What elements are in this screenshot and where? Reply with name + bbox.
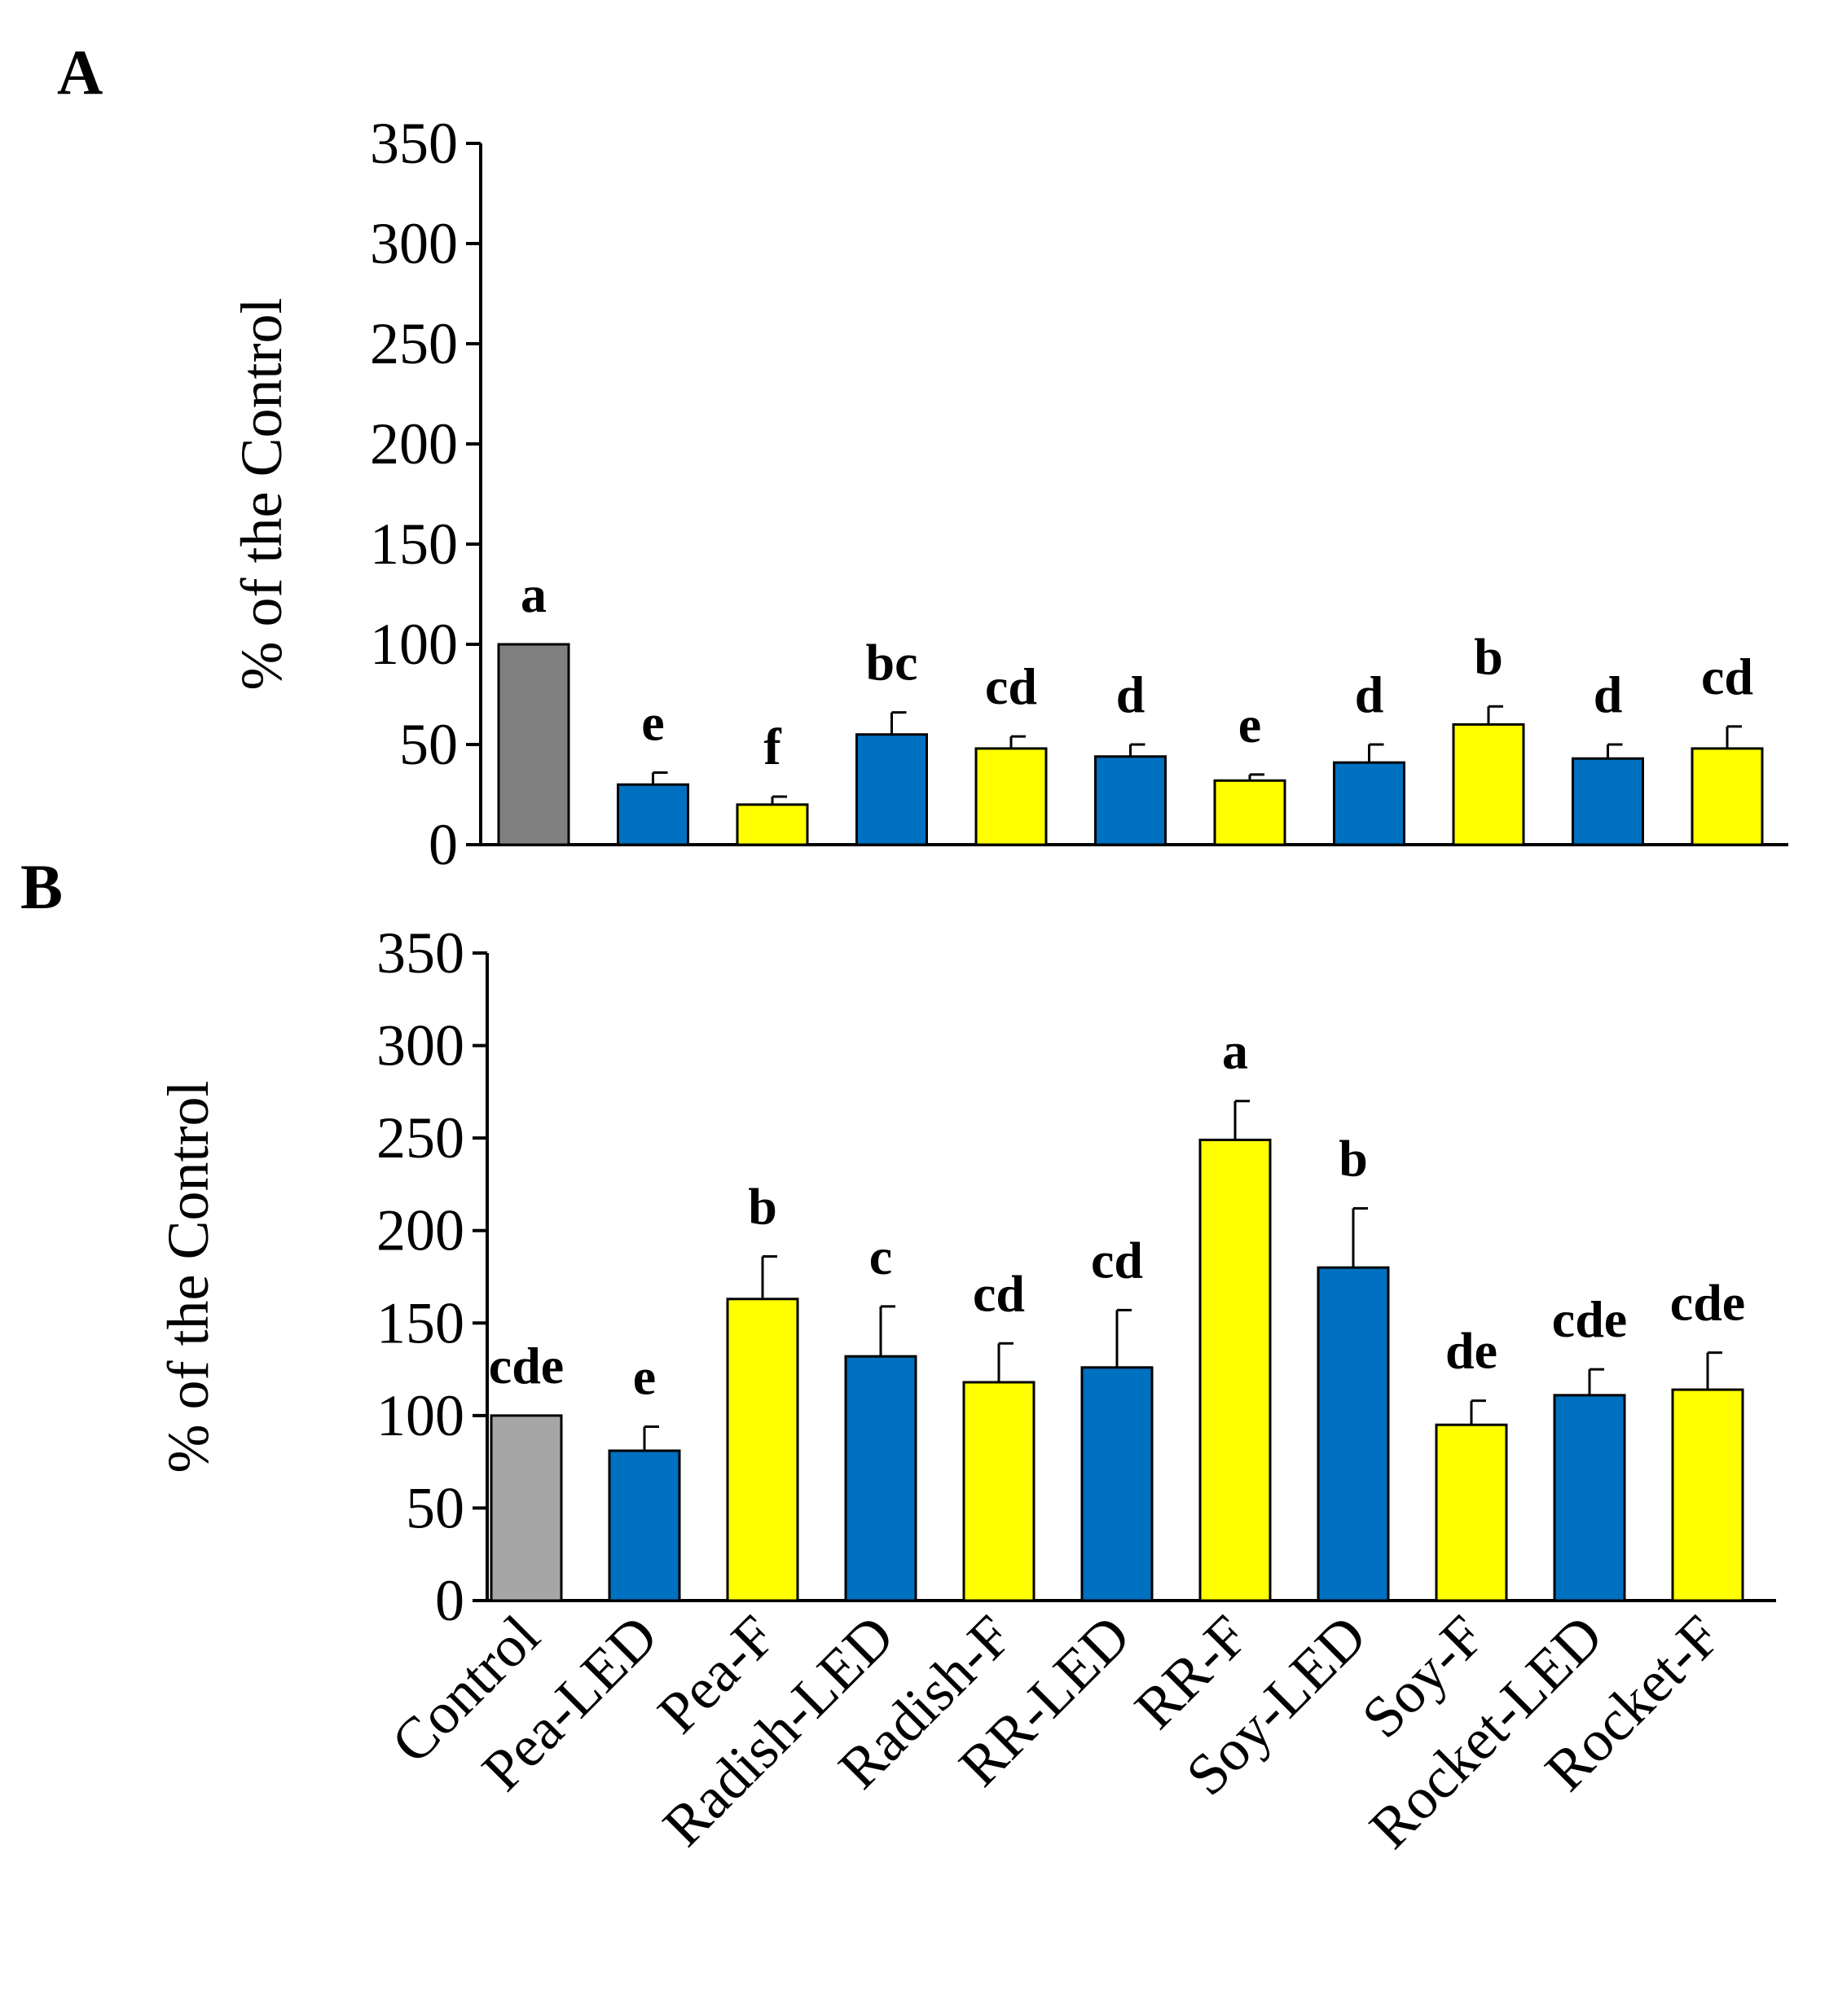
chart-panel-a: % of the Control 0 50 100 150 200 250 300 350 a e f…	[229, 111, 1788, 877]
panel-a-significance-label: d	[1116, 665, 1145, 723]
panel-b-bar	[726, 1298, 799, 1602]
panel-b-significance-label: b	[748, 1178, 777, 1236]
panel-a-significance-label: e	[1238, 696, 1261, 753]
panel-b-y-tick-label: 200	[376, 1198, 464, 1263]
chart-panel-b: % of the Control050100150200250300350cde…	[156, 920, 1776, 1633]
panel-a-y-tick-label: 100	[370, 612, 458, 677]
panel-b-significance-label: c	[869, 1228, 892, 1285]
panel-b-significance-label: a	[1222, 1022, 1248, 1080]
panel-a-significance-label: cd	[985, 657, 1037, 715]
panel-b-y-tick-label: 350	[376, 920, 464, 986]
panel-b-y-tick-label: 150	[376, 1290, 464, 1355]
panel-b-significance-label: cde	[489, 1337, 564, 1395]
panel-a-bar	[1333, 761, 1405, 846]
panel-b-y-tick-label: 0	[435, 1568, 464, 1633]
panel-b-y-tick-label: 50	[406, 1475, 464, 1540]
panel-b-bar	[1080, 1366, 1154, 1602]
panel-a-significance-label: cd	[1701, 648, 1753, 705]
panel-a-bar	[1572, 757, 1644, 846]
panel-b-significance-label: b	[1339, 1129, 1368, 1187]
panel-b-y-tick-label: 250	[376, 1105, 464, 1171]
panel-a-significance-label: a	[521, 565, 547, 623]
panel-a-bar	[1452, 723, 1525, 846]
panel-a-y-tick-label: 0	[429, 812, 458, 877]
panel-b-letter: B	[20, 851, 63, 922]
panel-b-significance-label: cde	[1670, 1274, 1745, 1332]
panel-a-bar	[855, 733, 928, 846]
panel-b-bar	[608, 1449, 681, 1602]
panel-a-bar	[1213, 779, 1286, 846]
panel-a-y-tick-label: 50	[399, 712, 458, 777]
panel-a-y-tick-label: 200	[370, 411, 458, 477]
panel-b-y-tick-label: 100	[376, 1383, 464, 1448]
panel-b-bar	[1671, 1388, 1744, 1602]
panel-a-significance-label: bc	[866, 634, 918, 692]
panel-b-significance-label: de	[1445, 1322, 1497, 1380]
panel-a-bar	[736, 803, 809, 846]
panel-a-letter: A	[57, 37, 103, 108]
panel-b-significance-label: cd	[1091, 1231, 1143, 1289]
panel-b-significance-label: e	[633, 1347, 656, 1405]
panel-a-significance-label: d	[1355, 665, 1384, 723]
panel-a-y-tick-label: 250	[370, 311, 458, 376]
panel-b-bar	[1317, 1266, 1390, 1602]
panel-b-bar	[844, 1355, 917, 1602]
panel-a-bar	[974, 747, 1048, 846]
panel-b-bar	[962, 1381, 1036, 1602]
panel-a-bar	[1691, 747, 1764, 846]
panel-a-y-axis-label: % of the Control	[229, 298, 294, 691]
panel-a-bar	[497, 643, 570, 846]
panel-a-significance-label: e	[641, 693, 664, 751]
panel-a-y-tick-label: 150	[370, 512, 458, 577]
panel-b-y-axis-label: % of the Control	[156, 1081, 221, 1474]
panel-b-y-tick-label: 300	[376, 1013, 464, 1078]
panel-b-bar	[490, 1414, 563, 1602]
panel-b-significance-label: cd	[973, 1264, 1025, 1322]
panel-b-bar	[1198, 1138, 1272, 1602]
panel-b-significance-label: cde	[1552, 1290, 1627, 1348]
panel-a-bar	[617, 783, 689, 846]
panel-a-y-tick-label: 350	[370, 111, 458, 176]
panel-a-y-tick-label: 300	[370, 211, 458, 276]
panel-a-bar	[1094, 755, 1167, 846]
panel-b-bar	[1435, 1423, 1508, 1602]
panel-b-bar	[1553, 1394, 1626, 1602]
category-labels: ControlPea-LEDPea-FRadish-LEDRadish-FRR-…	[379, 1603, 1733, 1861]
panel-a-significance-label: b	[1474, 627, 1503, 685]
panel-a-significance-label: d	[1594, 665, 1623, 723]
panel-a-significance-label: f	[763, 718, 781, 775]
